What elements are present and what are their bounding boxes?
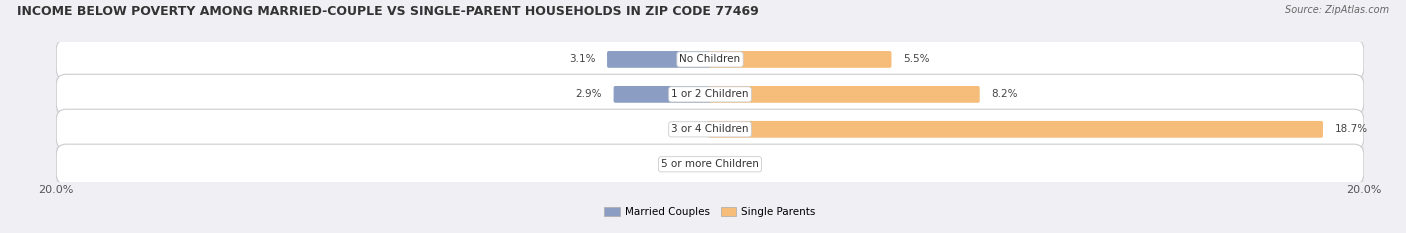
Text: 1 or 2 Children: 1 or 2 Children bbox=[671, 89, 749, 99]
Text: 18.7%: 18.7% bbox=[1334, 124, 1368, 134]
Text: 0.0%: 0.0% bbox=[723, 159, 749, 169]
Text: No Children: No Children bbox=[679, 55, 741, 64]
FancyBboxPatch shape bbox=[709, 86, 980, 103]
Text: Source: ZipAtlas.com: Source: ZipAtlas.com bbox=[1285, 5, 1389, 15]
Text: 3.1%: 3.1% bbox=[569, 55, 596, 64]
Legend: Married Couples, Single Parents: Married Couples, Single Parents bbox=[600, 203, 820, 221]
Bar bbox=[56, 147, 1364, 182]
Text: 2.9%: 2.9% bbox=[575, 89, 602, 99]
Bar bbox=[56, 77, 1364, 112]
FancyBboxPatch shape bbox=[709, 51, 891, 68]
Text: 0.0%: 0.0% bbox=[671, 124, 697, 134]
FancyBboxPatch shape bbox=[56, 39, 1364, 79]
FancyBboxPatch shape bbox=[607, 51, 711, 68]
FancyBboxPatch shape bbox=[56, 74, 1364, 114]
FancyBboxPatch shape bbox=[56, 109, 1364, 149]
Bar bbox=[56, 42, 1364, 77]
Text: 5 or more Children: 5 or more Children bbox=[661, 159, 759, 169]
Text: INCOME BELOW POVERTY AMONG MARRIED-COUPLE VS SINGLE-PARENT HOUSEHOLDS IN ZIP COD: INCOME BELOW POVERTY AMONG MARRIED-COUPL… bbox=[17, 5, 759, 18]
FancyBboxPatch shape bbox=[709, 121, 1323, 138]
Bar bbox=[56, 112, 1364, 147]
FancyBboxPatch shape bbox=[56, 144, 1364, 184]
Text: 5.5%: 5.5% bbox=[903, 55, 929, 64]
Text: 3 or 4 Children: 3 or 4 Children bbox=[671, 124, 749, 134]
FancyBboxPatch shape bbox=[613, 86, 711, 103]
Text: 8.2%: 8.2% bbox=[991, 89, 1018, 99]
Text: 0.0%: 0.0% bbox=[671, 159, 697, 169]
